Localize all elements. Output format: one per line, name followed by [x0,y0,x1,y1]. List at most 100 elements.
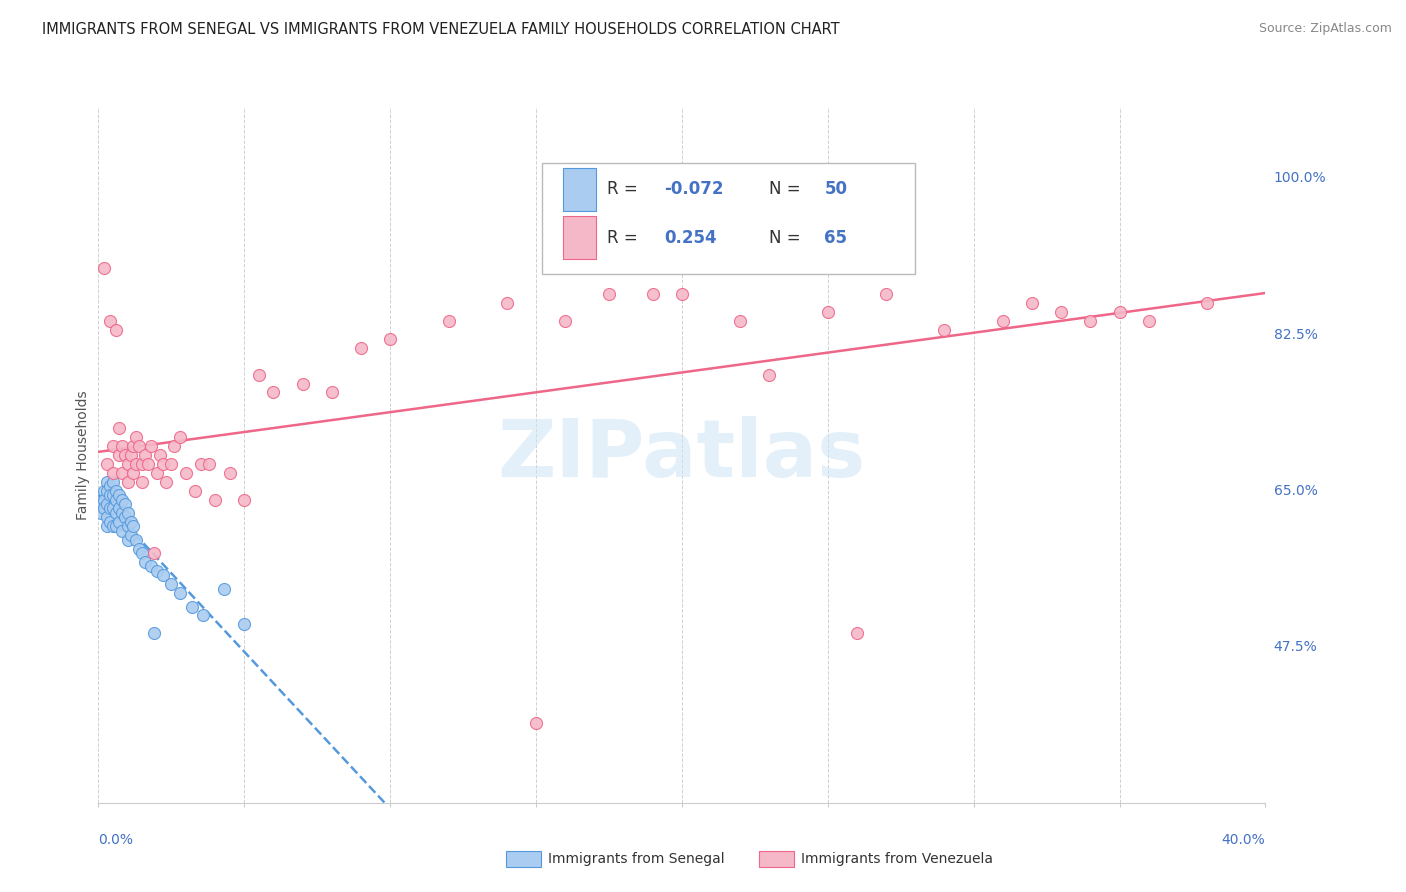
Point [93,260,115,275]
Point [122,439,145,453]
Point [142,546,165,560]
Point [163,439,186,453]
Point [1195,296,1218,310]
Point [134,555,156,569]
Point [641,287,664,301]
Point [98,479,121,493]
Point [139,559,162,574]
Point [136,457,159,471]
Point [262,385,284,400]
Point [169,430,191,444]
Point [125,533,148,547]
Point [758,368,780,382]
Point [1137,314,1160,328]
Point [101,439,124,453]
Text: 50: 50 [824,180,848,198]
Point [134,448,156,462]
Point [378,332,402,346]
Point [875,287,897,301]
Point [104,492,127,507]
Point [98,501,121,516]
Point [934,323,956,337]
Point [96,510,118,524]
Point [111,492,134,507]
Point [96,475,118,489]
Point [728,314,751,328]
Point [111,506,134,520]
Point [93,483,115,498]
Point [233,617,256,632]
Point [114,497,136,511]
Point [117,457,139,471]
Point [128,439,150,453]
Text: Immigrants from Senegal: Immigrants from Senegal [548,852,725,866]
Point [598,287,620,301]
Point [93,492,115,507]
Point [111,466,134,480]
Text: 100.0%: 100.0% [1274,171,1326,186]
Point [108,515,131,529]
Point [155,475,177,489]
Text: R =: R = [607,180,643,198]
FancyBboxPatch shape [562,168,596,211]
Point [152,457,174,471]
Point [104,483,127,498]
Point [671,287,693,301]
Point [212,582,235,596]
Point [117,519,139,533]
Point [101,519,124,533]
Text: N =: N = [769,180,806,198]
Point [495,296,517,310]
Point [111,439,134,453]
Point [247,368,270,382]
Point [96,457,118,471]
Point [160,457,183,471]
Point [122,519,145,533]
Point [104,506,127,520]
Point [1021,296,1043,310]
Point [96,519,118,533]
Point [1108,305,1130,319]
Point [131,457,153,471]
Text: Source: ZipAtlas.com: Source: ZipAtlas.com [1258,22,1392,36]
Point [845,626,868,640]
Point [125,430,148,444]
Point [96,497,118,511]
Text: -0.072: -0.072 [665,180,724,198]
Point [101,475,124,489]
Text: 0.254: 0.254 [665,229,717,247]
Point [1050,305,1073,319]
Point [101,488,124,502]
Text: 65.0%: 65.0% [1274,483,1317,498]
Text: 82.5%: 82.5% [1274,327,1317,342]
Point [98,515,121,529]
Text: 47.5%: 47.5% [1274,640,1317,654]
Point [218,466,240,480]
Point [554,314,576,328]
Text: R =: R = [607,229,648,247]
Text: ZIPatlas: ZIPatlas [498,416,866,494]
Text: Immigrants from Venezuela: Immigrants from Venezuela [801,852,994,866]
Point [90,497,112,511]
Text: N =: N = [769,229,806,247]
Point [96,483,118,498]
Point [101,466,124,480]
Point [350,341,373,355]
Point [169,586,191,600]
Point [190,457,212,471]
Point [90,506,112,520]
Point [104,323,127,337]
Text: IMMIGRANTS FROM SENEGAL VS IMMIGRANTS FROM VENEZUELA FAMILY HOUSEHOLDS CORRELATI: IMMIGRANTS FROM SENEGAL VS IMMIGRANTS FR… [42,22,839,37]
Point [117,475,139,489]
Text: 0.0%: 0.0% [98,833,134,847]
Point [233,492,256,507]
Point [183,483,205,498]
Point [817,305,839,319]
Point [98,488,121,502]
Point [160,577,183,591]
Point [180,599,202,614]
Point [108,421,131,435]
Point [122,466,145,480]
Point [146,564,169,578]
Point [117,533,139,547]
